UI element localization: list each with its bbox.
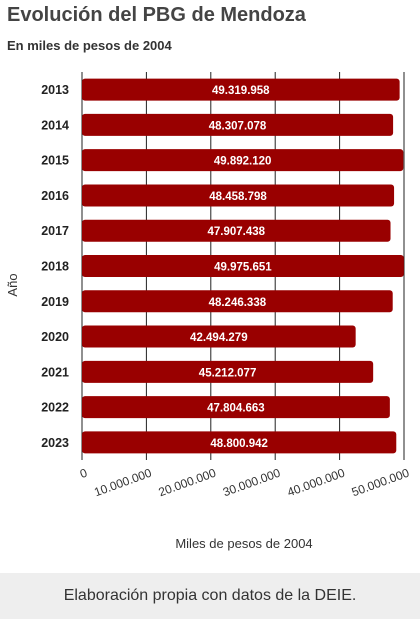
x-tick-label: 20.000.000 xyxy=(157,466,219,500)
y-tick-label: 2013 xyxy=(41,83,69,97)
bar-value-label: 45.212.077 xyxy=(199,367,257,379)
source-note-text: Elaboración propia con datos de la DEIE. xyxy=(63,587,357,604)
y-tick-label: 2023 xyxy=(41,436,69,450)
y-tick-labels: 2013 2014 2015 2016 2017 2018 2019 2020 2021 2022… xyxy=(41,83,69,450)
bar xyxy=(82,360,374,383)
bar-chart: 49.319.958 48.307.078 49.892.120 48.458.798… xyxy=(5,72,411,551)
chart-subtitle: En miles de pesos de 2004 xyxy=(7,38,172,53)
bar-value-label: 47.804.663 xyxy=(207,403,265,415)
y-tick-label: 2014 xyxy=(41,118,69,132)
bar-value-label: 49.892.120 xyxy=(214,156,272,168)
bar xyxy=(82,113,394,136)
bar xyxy=(82,325,356,348)
source-note: Elaboración propia con datos de la DEIE. xyxy=(0,573,420,619)
x-axis-label: Miles de pesos de 2004 xyxy=(175,536,312,551)
y-tick-label: 2021 xyxy=(41,365,69,379)
bar-value-label: 48.307.078 xyxy=(209,120,267,132)
x-tick-label: 50.000.000 xyxy=(350,466,412,500)
bar-value-label: 48.458.798 xyxy=(209,191,267,203)
bars: 49.319.958 48.307.078 49.892.120 48.458.798… xyxy=(82,78,404,454)
bar xyxy=(82,149,404,172)
y-tick-label: 2018 xyxy=(41,260,69,274)
bar xyxy=(82,290,393,313)
bar-value-label: 48.800.942 xyxy=(210,438,268,450)
y-tick-label: 2015 xyxy=(41,154,69,168)
bar-value-label: 48.246.338 xyxy=(209,297,267,309)
bar xyxy=(82,255,404,277)
x-tick-labels: 0 10.000.000 20.000.000 30.000.000 40.000.00… xyxy=(78,466,411,500)
y-tick-label: 2022 xyxy=(41,401,69,415)
x-tick-label: 30.000.000 xyxy=(221,466,283,500)
y-tick-label: 2020 xyxy=(41,330,69,344)
bar-value-label: 42.494.279 xyxy=(190,332,248,344)
x-tick-label: 10.000.000 xyxy=(92,466,154,500)
bar-value-label: 47.907.438 xyxy=(207,226,265,238)
bar xyxy=(82,396,390,419)
bar-value-label: 49.319.958 xyxy=(212,85,270,97)
bar xyxy=(82,431,397,454)
chart-title: Evolución del PBG de Mendoza xyxy=(7,4,306,26)
y-tick-label: 2016 xyxy=(41,189,69,203)
y-axis-label: Año xyxy=(5,273,20,296)
bar-value-label: 49.975.651 xyxy=(214,262,272,274)
bar xyxy=(82,219,391,242)
y-tick-label: 2019 xyxy=(41,295,69,309)
x-tick-label: 0 xyxy=(78,466,89,482)
y-tick-label: 2017 xyxy=(41,224,69,238)
bar xyxy=(82,78,400,101)
bar xyxy=(82,184,395,207)
x-tick-label: 40.000.000 xyxy=(285,466,347,500)
